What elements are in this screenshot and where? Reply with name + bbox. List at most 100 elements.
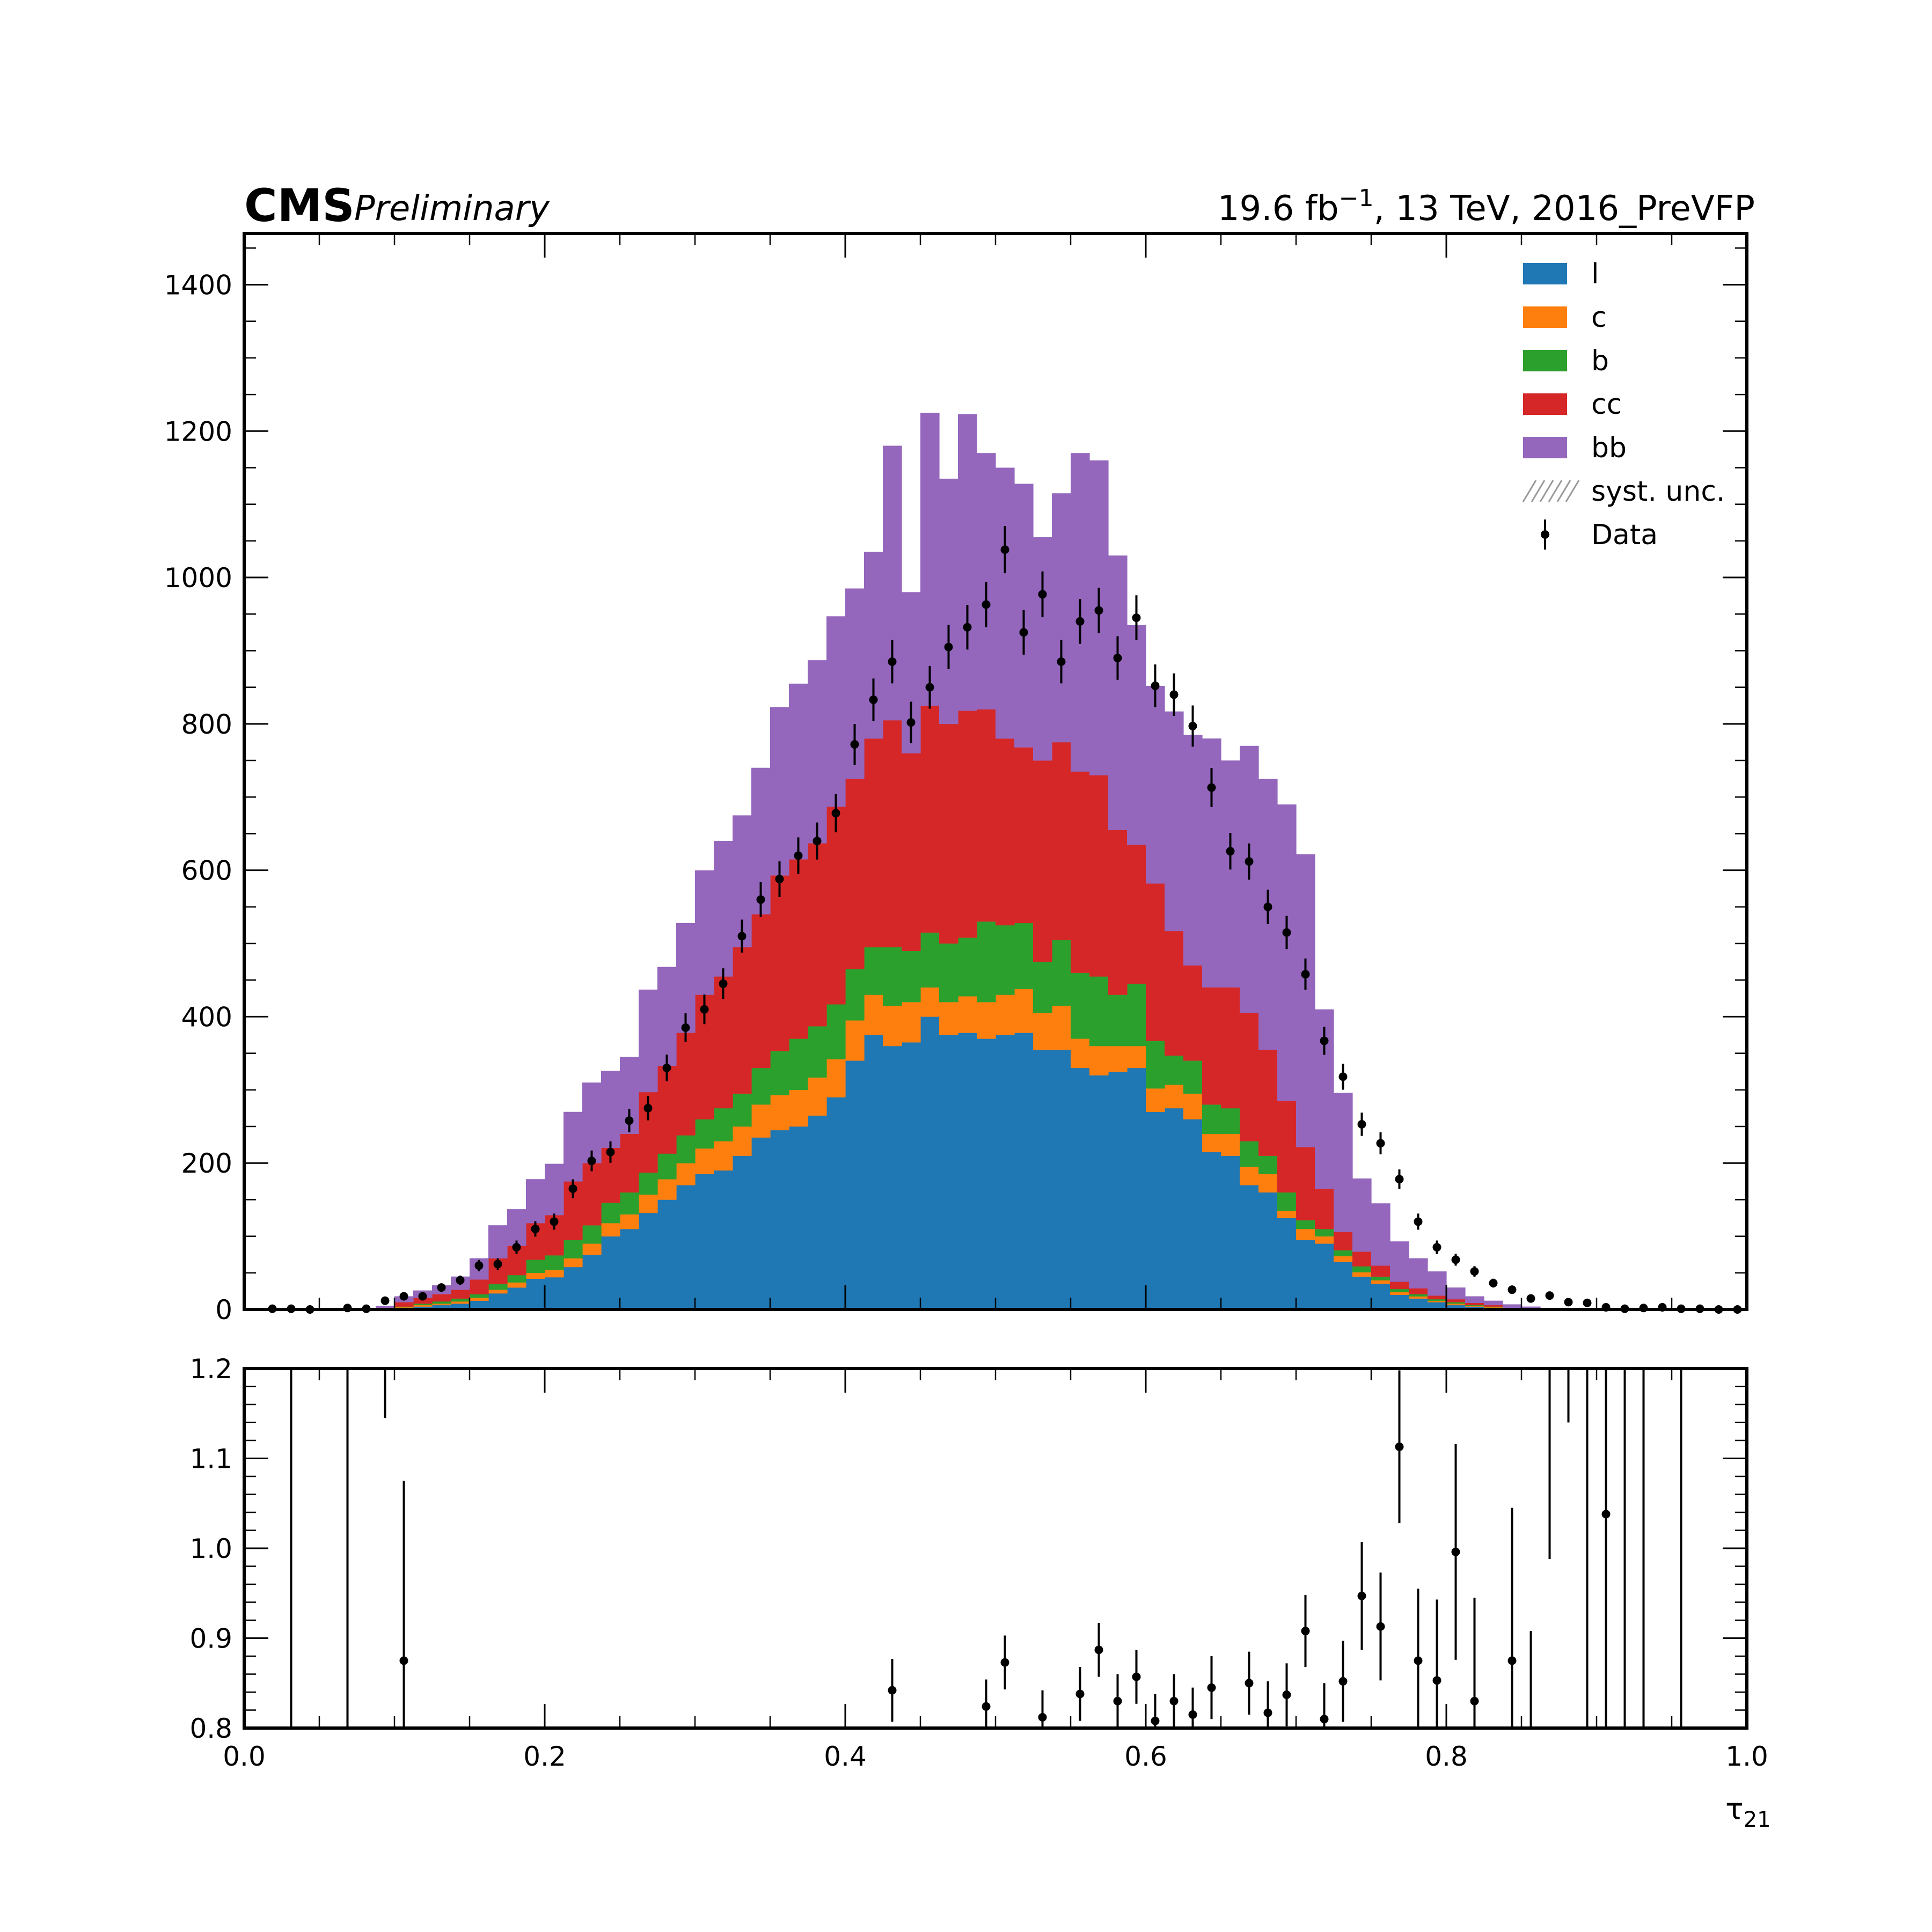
- bar-b-16: [545, 1255, 564, 1270]
- legend-hatch-line-2: [1539, 480, 1554, 502]
- ratio-panel: 0.8 0.9 1.0 1.1 1.2 0.0 0.2 0.4 0.6 0.8 1.0: [189, 1353, 1768, 1772]
- data-point-56: [1338, 1072, 1348, 1081]
- bar-bb-62: [1409, 1258, 1428, 1289]
- ratio-point-9: [1151, 1716, 1160, 1725]
- bar-l-13: [488, 1293, 508, 1310]
- ratio-point-2: [982, 1702, 991, 1711]
- bar-l-44: [1071, 1067, 1090, 1310]
- data-point-46: [1151, 681, 1160, 690]
- bar-bb-37: [939, 478, 958, 724]
- bar-b-33: [864, 947, 883, 995]
- bar-cc-30: [808, 843, 827, 1027]
- bar-c-11: [451, 1301, 470, 1304]
- bar-l-33: [864, 1035, 883, 1310]
- data-point-55: [1320, 1036, 1329, 1045]
- bar-l-38: [958, 1033, 977, 1310]
- data-point-29: [831, 809, 840, 818]
- bar-c-20: [620, 1214, 639, 1230]
- bar-b-62: [1409, 1294, 1428, 1297]
- data-point-25: [756, 895, 765, 904]
- bar-c-64: [1446, 1304, 1466, 1306]
- data-point-20: [662, 1063, 671, 1072]
- bar-b-37: [939, 943, 958, 1002]
- bar-bb-66: [1484, 1300, 1503, 1306]
- bar-bb-52: [1221, 760, 1240, 988]
- bar-bb-42: [1033, 537, 1052, 761]
- bar-b-66: [1484, 1306, 1503, 1308]
- bar-l-15: [526, 1278, 545, 1310]
- bar-bb-38: [958, 414, 977, 711]
- bar-l-12: [470, 1300, 489, 1310]
- bar-b-20: [620, 1192, 639, 1214]
- bar-bb-47: [1127, 625, 1146, 845]
- data-point-26: [775, 875, 784, 883]
- bar-b-29: [789, 1038, 808, 1091]
- legend-label-syst: syst. unc.: [1591, 475, 1725, 508]
- data-point-53: [1282, 928, 1291, 937]
- bar-l-17: [564, 1267, 583, 1310]
- bar-cc-54: [1258, 1049, 1278, 1156]
- bar-cc-9: [413, 1298, 433, 1304]
- bar-cc-51: [1202, 987, 1221, 1105]
- bar-cc-49: [1165, 931, 1184, 1056]
- bar-l-64: [1446, 1305, 1466, 1310]
- bar-c-15: [526, 1272, 545, 1279]
- data-point-33: [906, 718, 916, 727]
- bar-b-26: [733, 1093, 752, 1127]
- bar-b-24: [695, 1119, 714, 1149]
- data-point-47: [1169, 690, 1179, 699]
- bar-cc-50: [1183, 965, 1203, 1061]
- bar-c-41: [1014, 989, 1034, 1033]
- bar-c-48: [1146, 1088, 1165, 1113]
- main-ytick-label-800: 800: [181, 709, 232, 740]
- ratio-ytick-label-0.9: 0.9: [189, 1623, 232, 1655]
- bar-c-36: [920, 987, 940, 1017]
- bar-l-32: [845, 1060, 865, 1310]
- bar-b-12: [470, 1294, 489, 1298]
- bar-cc-12: [470, 1279, 489, 1294]
- bar-c-50: [1183, 1093, 1203, 1119]
- bar-b-9: [413, 1304, 433, 1306]
- bar-cc-31: [826, 806, 846, 1005]
- ratio-point-8: [1132, 1672, 1141, 1681]
- bar-l-47: [1127, 1067, 1146, 1310]
- bar-bb-28: [770, 707, 789, 876]
- bar-l-45: [1089, 1075, 1109, 1310]
- bar-c-43: [1052, 1005, 1071, 1050]
- bar-l-48: [1146, 1111, 1165, 1310]
- bar-cc-37: [939, 723, 958, 944]
- legend-hatch-line-3: [1548, 480, 1563, 502]
- bar-l-57: [1315, 1243, 1334, 1310]
- bar-b-22: [657, 1153, 677, 1180]
- bar-cc-10: [432, 1294, 451, 1302]
- ratio-point-10: [1169, 1696, 1179, 1706]
- bar-c-24: [695, 1148, 714, 1174]
- bar-cc-20: [620, 1133, 639, 1193]
- bar-c-40: [996, 994, 1015, 1035]
- bar-b-40: [996, 925, 1015, 995]
- data-point-63: [1470, 1267, 1479, 1276]
- bar-cc-35: [902, 753, 921, 951]
- bar-l-14: [507, 1287, 526, 1310]
- bar-b-58: [1334, 1250, 1353, 1256]
- ratio-point-22: [1414, 1656, 1423, 1665]
- ratio-axes: 0.8 0.9 1.0 1.1 1.2 0.0 0.2 0.4 0.6 0.8 1.0: [189, 1353, 1768, 1772]
- bar-l-27: [751, 1137, 771, 1310]
- bar-cc-53: [1240, 1013, 1259, 1141]
- status-label: Preliminary: [354, 189, 550, 229]
- bar-l-22: [657, 1199, 677, 1310]
- bar-b-21: [639, 1172, 658, 1195]
- bar-bb-59: [1352, 1178, 1372, 1252]
- data-point-16: [587, 1157, 596, 1166]
- bar-c-19: [601, 1223, 620, 1236]
- bar-cc-63: [1428, 1296, 1447, 1300]
- ratio-xtick-label-0.4: 0.4: [824, 1741, 867, 1772]
- data-point-15: [568, 1184, 577, 1193]
- bar-c-53: [1240, 1167, 1259, 1185]
- bar-bb-40: [996, 467, 1015, 739]
- bar-l-59: [1352, 1276, 1372, 1310]
- bar-bb-18: [582, 1082, 602, 1163]
- bar-cc-61: [1390, 1282, 1409, 1290]
- ratio-point-18: [1338, 1677, 1348, 1686]
- bar-c-26: [733, 1126, 752, 1156]
